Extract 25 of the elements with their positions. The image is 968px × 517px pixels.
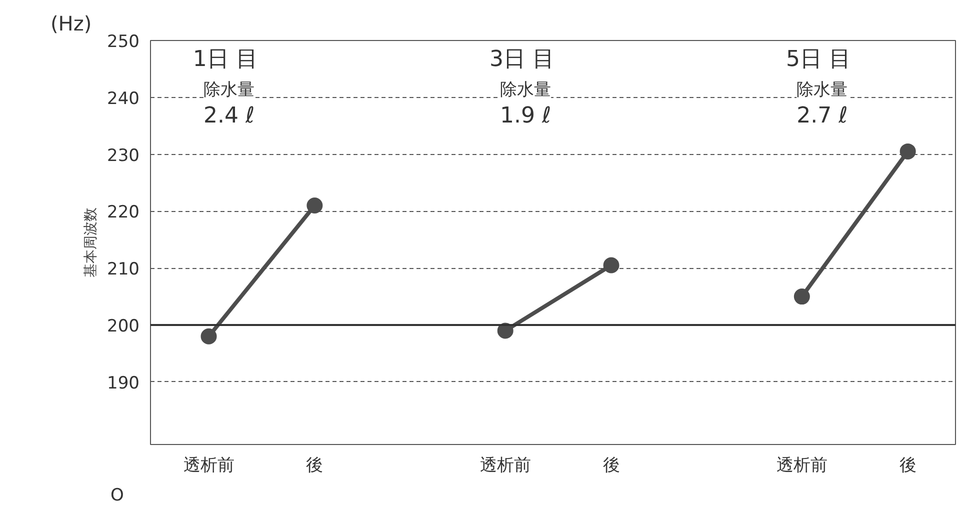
y-tick-label: 220: [107, 202, 140, 223]
y-tick-label: 230: [107, 146, 140, 166]
x-tick-label: 透析前: [776, 456, 828, 476]
y-tick-label: 210: [107, 260, 140, 280]
x-tick-label: 後: [602, 456, 620, 476]
x-tick-label: 後: [306, 456, 324, 476]
annotation: 除水量: [500, 80, 552, 100]
annotation: 2.4 ℓ: [203, 104, 255, 129]
annotation: 1.9 ℓ: [500, 104, 552, 129]
annotation: 1日 目: [192, 46, 258, 72]
x-tick-label: 後: [899, 456, 916, 476]
annotation: 5日 目: [786, 46, 852, 72]
x-tick-label: 透析前: [183, 456, 234, 476]
y-tick-label: 200: [107, 316, 140, 337]
annotation: 除水量: [796, 80, 848, 100]
annotation: 除水量: [203, 80, 254, 100]
y-tick-label: 190: [107, 373, 140, 394]
text: (Hz): [50, 12, 92, 36]
x-tick-label: 透析前: [480, 456, 531, 476]
annotation: 3日 目: [489, 46, 554, 72]
text: O: [110, 486, 124, 506]
y-tick-label: 250: [107, 32, 140, 52]
y-tick-label: 240: [107, 88, 140, 109]
y-axis-title: 基本周波数: [83, 208, 100, 278]
annotation: 2.7 ℓ: [796, 104, 848, 129]
